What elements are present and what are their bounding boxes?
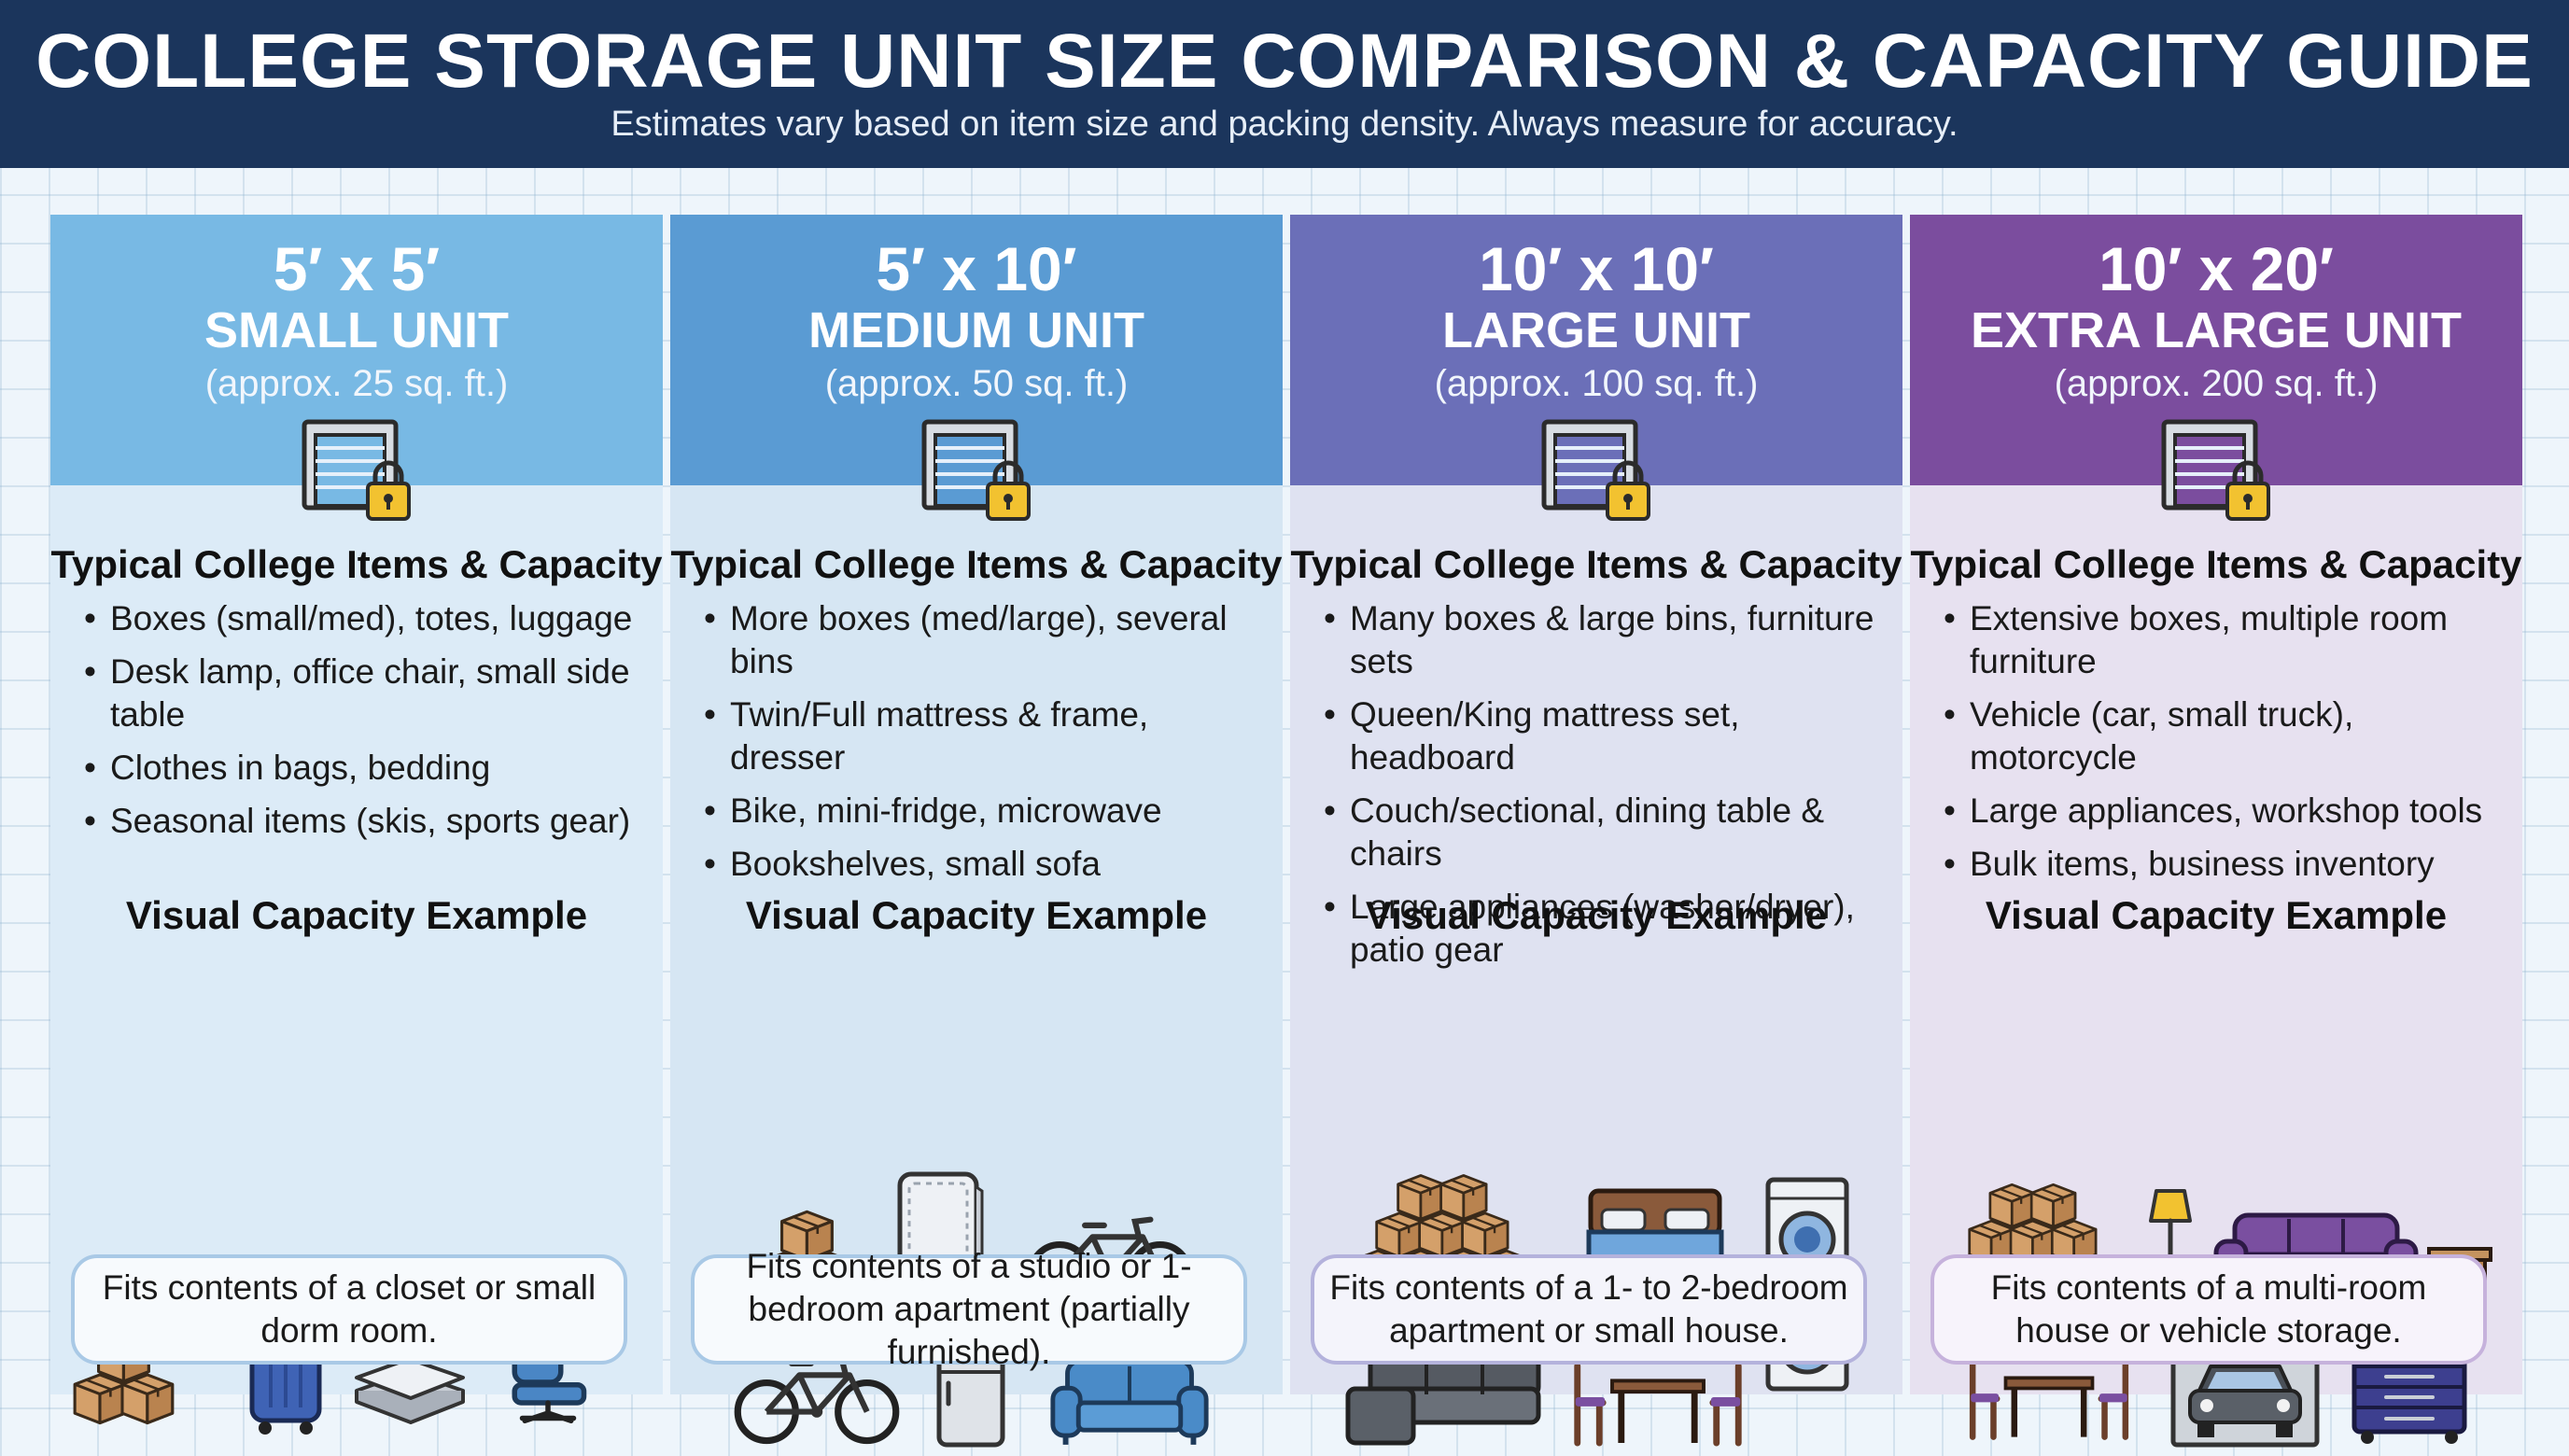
storage-unit-icon [301,418,418,526]
items-heading: Typical College Items & Capacity [1910,542,2522,586]
unit-card-large: 10′ x 10′ LARGE UNIT (approx. 100 sq. ft.)… [1290,215,1902,1394]
page-subtitle: Estimates vary based on item size and pa… [611,105,1958,144]
visual-capacity-example [670,952,1283,1456]
list-item: Boxes (small/med), totes, luggage [84,597,648,640]
unit-name: LARGE UNIT [1442,302,1750,358]
visual-capacity-example [50,952,663,1456]
unit-dimensions: 10′ x 20′ [2099,234,2334,303]
list-item: Clothes in bags, bedding [84,747,648,790]
items-heading: Typical College Items & Capacity [1290,542,1902,586]
storage-unit-icon [920,418,1038,526]
items-list: Boxes (small/med), totes, luggage Desk la… [84,597,648,853]
items-heading: Typical College Items & Capacity [670,542,1283,586]
storage-unit-icon [2160,418,2278,526]
list-item: Many boxes & large bins, furniture sets [1324,597,1888,683]
visual-heading: Visual Capacity Example [1365,893,1828,937]
items-list: Extensive boxes, multiple room furniture… [1944,597,2507,896]
list-item: Bike, mini-fridge, microwave [704,790,1268,833]
bedding-icon [355,1357,465,1424]
unit-header: 10′ x 10′ LARGE UNIT (approx. 100 sq. ft.) [1290,215,1902,485]
visual-heading: Visual Capacity Example [1985,893,2448,937]
sectional-icon [1345,1352,1541,1446]
list-item: Bulk items, business inventory [1944,843,2507,886]
list-item: Seasonal items (skis, sports gear) [84,800,648,843]
fits-text: Fits contents of a studio or 1-bedroom a… [746,1247,1192,1371]
unit-area: (approx. 100 sq. ft.) [1434,363,1759,404]
visual-heading: Visual Capacity Example [125,893,588,937]
page-title: COLLEGE STORAGE UNIT SIZE COMPARISON & C… [35,19,2534,104]
list-item: Queen/King mattress set, headboard [1324,693,1888,779]
unit-name: MEDIUM UNIT [808,302,1144,358]
unit-card-extra-large: 10′ x 20′ EXTRA LARGE UNIT (approx. 200 sq… [1910,215,2522,1448]
unit-name: SMALL UNIT [204,302,509,358]
list-item: Large appliances (washer/dryer), patio g… [1324,886,1888,972]
unit-name: EXTRA LARGE UNIT [1971,302,2462,358]
visual-heading: Visual Capacity Example [745,893,1208,937]
unit-dimensions: 5′ x 5′ [273,234,441,303]
list-item: Large appliances, workshop tools [1944,790,2507,833]
list-item: Desk lamp, office chair, small side tabl… [84,651,648,736]
items-list: Many boxes & large bins, furniture sets Q… [1324,597,1888,982]
fits-summary: Fits contents of a 1- to 2-bedroom apart… [1311,1254,1867,1365]
fits-summary: Fits contents of a multi-room house or v… [1930,1254,2487,1365]
unit-card-medium: 5′ x 10′ MEDIUM UNIT (approx. 50 sq. ft.) T… [670,215,1283,1394]
fits-summary: Fits contents of a closet or small dorm … [71,1254,627,1365]
fits-text: Fits contents of a 1- to 2-bedroom apart… [1329,1268,1848,1350]
unit-dimensions: 5′ x 10′ [876,234,1077,303]
items-list: More boxes (med/large), several bins Twin… [704,597,1268,896]
list-item: Couch/sectional, dining table & chairs [1324,790,1888,875]
visual-capacity-example [1910,952,2522,1456]
fits-text: Fits contents of a multi-room house or v… [1990,1268,2427,1350]
list-item: Bookshelves, small sofa [704,843,1268,886]
page-header: COLLEGE STORAGE UNIT SIZE COMPARISON & C… [0,0,2569,168]
unit-dimensions: 10′ x 10′ [1479,234,1714,303]
unit-header: 5′ x 10′ MEDIUM UNIT (approx. 50 sq. ft.) [670,215,1283,485]
list-item: Extensive boxes, multiple room furniture [1944,597,2507,683]
unit-area: (approx. 50 sq. ft.) [824,363,1129,404]
list-item: Vehicle (car, small truck), motorcycle [1944,693,2507,779]
unit-area: (approx. 200 sq. ft.) [2054,363,2379,404]
list-item: More boxes (med/large), several bins [704,597,1268,683]
list-item: Twin/Full mattress & frame, dresser [704,693,1268,779]
storage-unit-icon [1540,418,1658,526]
visual-capacity-example [1290,952,1902,1456]
unit-card-small: 5′ x 5′ SMALL UNIT (approx. 25 sq. ft.) Typ… [50,215,663,1435]
fits-summary: Fits contents of a studio or 1-bedroom a… [691,1247,1247,1371]
items-heading: Typical College Items & Capacity [50,542,663,586]
fits-text: Fits contents of a closet or small dorm … [102,1268,597,1350]
unit-area: (approx. 25 sq. ft.) [204,363,509,404]
